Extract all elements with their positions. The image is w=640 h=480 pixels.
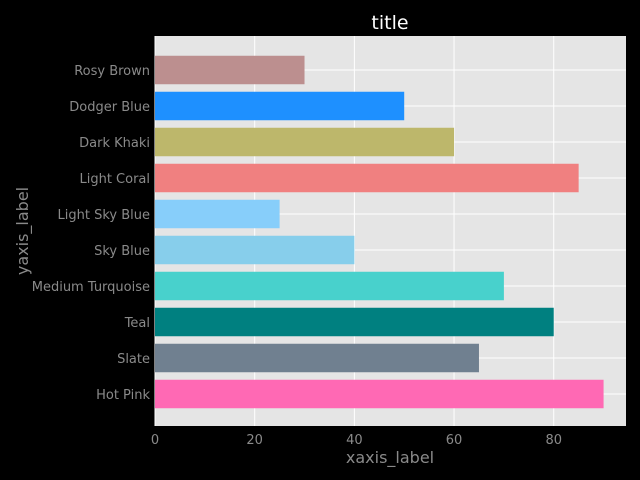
y-tick-label: Dark Khaki [79,136,150,151]
y-tick-label: Slate [117,352,150,367]
y-tick-label: Rosy Brown [74,64,150,79]
y-tick-label: Sky Blue [94,244,150,259]
x-tick-labels: 0 20 40 60 80 [151,433,562,448]
bar-dark-khaki [155,127,455,157]
x-axis-label: xaxis_label [346,448,434,468]
y-tick-labels: Rosy Brown Dodger Blue Dark Khaki Light Cor… [32,64,151,403]
bars [155,55,604,409]
bar-teal [155,307,554,337]
x-tick-label: 20 [246,433,263,448]
bar-light-coral [155,163,579,193]
bar-sky-blue [155,235,355,265]
bar-slate [155,343,479,373]
x-tick-label: 60 [446,433,463,448]
bar-medium-turquoise [155,271,504,301]
x-tick-label: 0 [151,433,159,448]
bar-light-sky-blue [155,199,280,229]
y-axis-label: yaxis_label [13,187,33,275]
bar-hot-pink [155,379,604,409]
y-tick-label: Dodger Blue [69,100,150,115]
y-tick-label: Teal [124,316,150,331]
bar-rosy-brown [155,55,305,85]
x-tick-label: 40 [346,433,363,448]
y-tick-label: Light Sky Blue [58,208,151,223]
y-tick-label: Light Coral [79,172,150,187]
y-tick-label: Hot Pink [96,388,150,403]
x-tick-label: 80 [545,433,562,448]
chart-title: title [371,12,408,34]
y-tick-label: Medium Turquoise [32,280,150,295]
bar-dodger-blue [155,91,405,121]
